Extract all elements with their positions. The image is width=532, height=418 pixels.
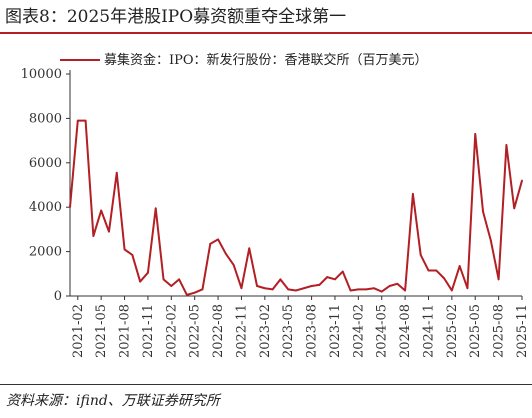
legend-label: 募集资金：IPO：新发行股份：香港联交所（百万美元） — [104, 52, 428, 68]
data-point — [178, 278, 181, 281]
x-tick-label: 2022-11 — [234, 304, 249, 358]
data-point — [450, 289, 453, 292]
data-point — [92, 235, 95, 237]
data-point — [419, 254, 422, 256]
data-point — [279, 278, 282, 281]
x-tick-label: 2023-08 — [305, 304, 320, 358]
data-point — [232, 264, 235, 266]
x-tick-label: 2025-02 — [445, 304, 460, 358]
x-tick-label: 2024-11 — [421, 304, 436, 358]
x-tick-label: 2021-08 — [118, 304, 133, 358]
data-point — [482, 210, 484, 213]
data-point — [131, 254, 134, 256]
data-point — [201, 288, 204, 291]
data-point — [513, 207, 516, 210]
x-tick-label: 2021-05 — [94, 304, 109, 358]
data-point — [240, 287, 243, 290]
data-point — [521, 179, 523, 182]
x-tick-label: 2024-02 — [351, 304, 366, 358]
data-point — [115, 171, 118, 174]
series-line — [69, 119, 523, 296]
x-tick-label: 2025-08 — [492, 304, 507, 358]
x-tick-label: 2023-02 — [258, 304, 273, 358]
data-point — [217, 238, 219, 241]
data-point — [69, 206, 71, 209]
data-point — [209, 242, 212, 245]
data-point — [341, 270, 344, 273]
y-tick-label: 10000 — [21, 67, 62, 82]
data-point — [505, 144, 508, 146]
x-axis: 2021-02 2021-05 2021-08 2021-11 2022-02 2022-… — [70, 295, 530, 358]
data-point — [271, 288, 274, 291]
data-point — [443, 277, 445, 280]
data-point — [489, 239, 492, 242]
y-tick-label: 6000 — [29, 156, 62, 171]
data-point — [100, 209, 103, 212]
data-point — [123, 248, 126, 251]
data-point — [458, 265, 461, 267]
data-point — [108, 230, 110, 233]
data-point — [388, 285, 391, 287]
data-point — [357, 288, 360, 291]
x-tick-label: 2021-02 — [71, 304, 86, 358]
data-point — [435, 269, 438, 272]
y-tick-label: 2000 — [29, 245, 62, 260]
data-point — [427, 269, 430, 272]
data-point — [162, 278, 165, 281]
data-point — [318, 284, 321, 286]
data-point — [263, 287, 266, 290]
data-point — [334, 278, 336, 281]
y-axis: 0 2000 4000 6000 8000 10000 — [21, 67, 71, 304]
data-point — [154, 207, 157, 210]
source-note: 资料来源：ifind、万联证券研究所 — [6, 393, 220, 409]
data-point — [474, 133, 477, 135]
x-tick-label: 2023-05 — [281, 304, 296, 358]
footer-rule — [0, 384, 532, 385]
data-point — [302, 287, 305, 290]
x-tick-label: 2022-02 — [164, 304, 179, 358]
title-rule — [0, 32, 532, 34]
data-point — [147, 271, 149, 274]
data-point — [412, 192, 414, 195]
data-point — [326, 276, 329, 279]
x-tick-label: 2024-05 — [375, 304, 390, 358]
data-point — [295, 289, 297, 292]
data-point — [139, 280, 142, 283]
data-point — [248, 247, 251, 250]
x-tick-label: 2024-08 — [398, 304, 413, 358]
data-point — [380, 290, 383, 293]
data-point — [497, 278, 500, 281]
data-point — [466, 287, 469, 290]
data-point — [170, 285, 173, 287]
data-point — [349, 289, 352, 292]
data-point — [76, 119, 79, 122]
data-point — [224, 252, 227, 255]
x-tick-label: 2025-11 — [515, 304, 530, 358]
data-point — [404, 289, 406, 292]
data-point — [84, 119, 87, 122]
data-point — [256, 285, 258, 287]
x-tick-label: 2023-11 — [328, 304, 343, 358]
x-tick-label: 2022-05 — [188, 304, 203, 358]
data-point — [365, 288, 368, 291]
y-tick-label: 4000 — [29, 200, 62, 215]
x-tick-label: 2025-05 — [468, 304, 483, 358]
data-point — [310, 285, 313, 287]
figure-title: 图表8：2025年港股IPO募资额重夺全球第一 — [5, 7, 347, 27]
y-tick-label: 0 — [54, 289, 62, 304]
data-point — [396, 282, 399, 285]
data-point — [193, 291, 196, 294]
x-tick-label: 2021-11 — [141, 304, 156, 358]
data-point — [373, 287, 375, 290]
legend: 募集资金：IPO：新发行股份：香港联交所（百万美元） — [60, 52, 428, 68]
data-point — [287, 288, 290, 291]
x-tick-label: 2022-08 — [211, 304, 226, 358]
series-layer — [69, 119, 523, 296]
y-tick-label: 8000 — [29, 111, 62, 126]
data-point — [186, 293, 188, 296]
